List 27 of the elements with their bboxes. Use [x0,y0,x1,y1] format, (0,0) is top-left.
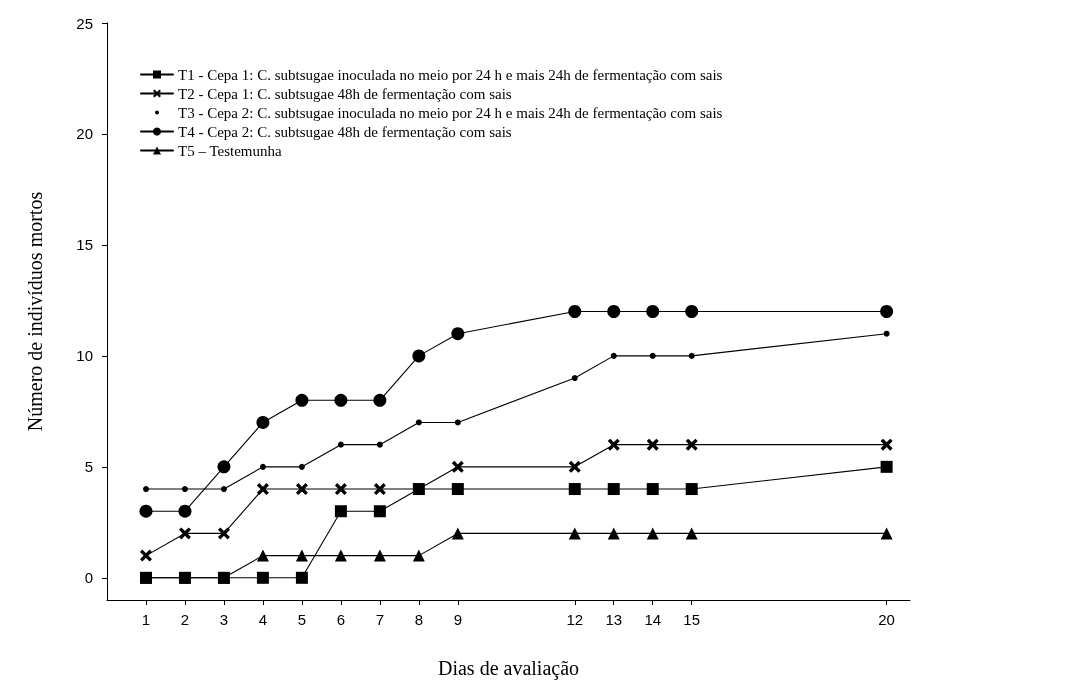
x-tick-label: 15 [683,611,701,628]
x-tick-label: 5 [297,611,307,628]
legend-label: T4 - Cepa 2: C. subtsugae 48h de fermentação com sais [178,123,512,140]
x-tick-label: 13 [605,611,623,628]
x-tick-label: 12 [566,611,584,628]
legend-label: T2 - Cepa 1: C. subtsugae 48h de fermentação com sais [178,85,512,102]
y-axis-title: Número de indivíduos mortos [24,191,46,432]
y-tick-label: 0 [84,569,93,587]
y-tick-label: 5 [84,458,93,476]
legend-label: T1 - Cepa 1: C. subtsugae inoculada no meio por 24 h e mais 24h de fermentação com sais [178,66,723,83]
x-tick-label: 1 [141,611,151,628]
x-tick-label: 9 [453,611,462,628]
x-axis-title: Dias de avaliação [437,657,580,680]
y-tick-label: 15 [76,236,93,254]
x-tick-label: 8 [414,611,424,628]
legend-label: T3 - Cepa 2: C. subtsugae inoculada no meio por 24 h e mais 24h de fermentação com sais [178,104,723,121]
x-tick-label: 20 [878,611,895,628]
x-tick-label: 3 [219,611,229,628]
y-tick-label: 20 [76,125,93,143]
x-tick-label: 2 [180,611,190,628]
x-tick-label: 7 [375,611,385,628]
y-tick-label: 25 [76,14,93,32]
y-tick-label: 10 [76,347,93,365]
x-tick-label: 14 [644,611,662,628]
x-tick-label: 4 [258,611,268,628]
x-tick-label: 6 [336,611,346,628]
legend-label: T5 – Testemunha [178,142,282,159]
